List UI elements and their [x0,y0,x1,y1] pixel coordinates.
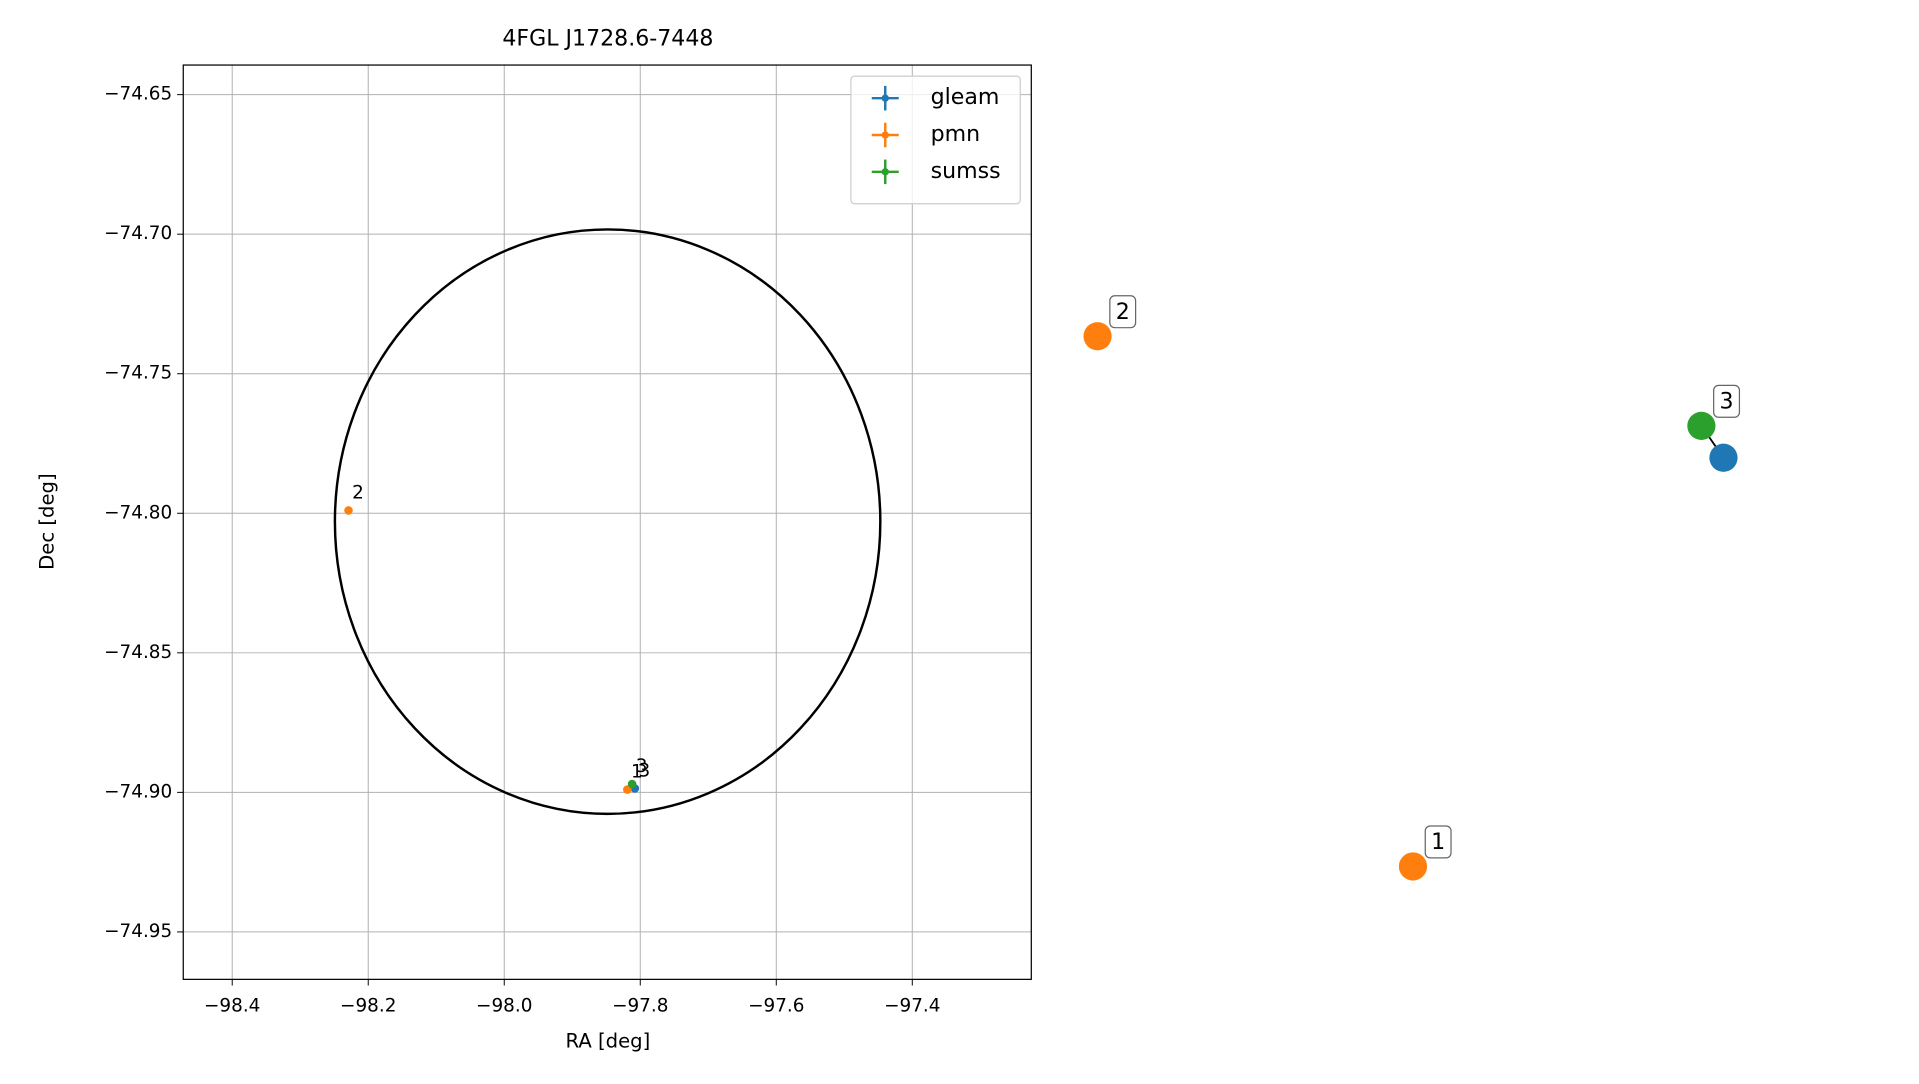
source-point [627,779,637,789]
point-label: 3 [638,760,650,781]
legend-label: pmn [931,121,981,147]
point-label: 2 [352,482,364,503]
source-point [344,506,353,515]
node-label-box [1424,825,1452,859]
graph-node [1709,443,1738,472]
y-tick-label: −74.85 [104,642,172,663]
graph-node [1687,411,1716,440]
y-tick-label: −74.70 [104,223,172,244]
y-tick-label: −74.90 [104,781,172,802]
x-tick-label: −97.6 [748,995,804,1016]
node-label-box [1713,384,1741,418]
plot-frame [182,64,1032,980]
node-label-box [1109,295,1137,329]
point-label: 3 [636,756,648,777]
legend-label: gleam [931,84,1000,110]
legend-label: sumss [931,158,1001,184]
x-axis-label: RA [deg] [565,1029,650,1052]
legend-marker [881,94,889,102]
node-label: 2 [1116,299,1130,325]
x-tick-label: −98.2 [340,995,396,1016]
node-label: 3 [1720,389,1734,415]
y-tick-label: −74.75 [104,363,172,384]
x-tick-label: −97.8 [612,995,668,1016]
x-tick-label: −98.0 [476,995,532,1016]
x-tick-label: −97.4 [884,995,940,1016]
chart-title: 4FGL J1728.6-7448 [502,25,713,51]
y-axis-label: Dec [deg] [36,473,59,570]
graph-node [1398,852,1428,881]
point-label: 1 [631,761,643,782]
source-point [623,785,632,794]
localization-ellipse [333,228,882,816]
y-tick-label: −74.80 [104,502,172,523]
y-tick-label: −74.95 [104,921,172,942]
graph-node [1083,322,1112,351]
y-tick-label: −74.65 [104,84,172,105]
node-label: 1 [1431,829,1445,855]
legend-marker [881,131,889,139]
legend-marker [881,168,889,176]
x-tick-label: −98.4 [204,995,260,1016]
